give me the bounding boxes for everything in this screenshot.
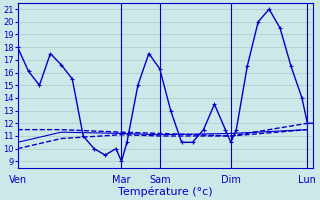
- X-axis label: Température (°c): Température (°c): [118, 187, 212, 197]
